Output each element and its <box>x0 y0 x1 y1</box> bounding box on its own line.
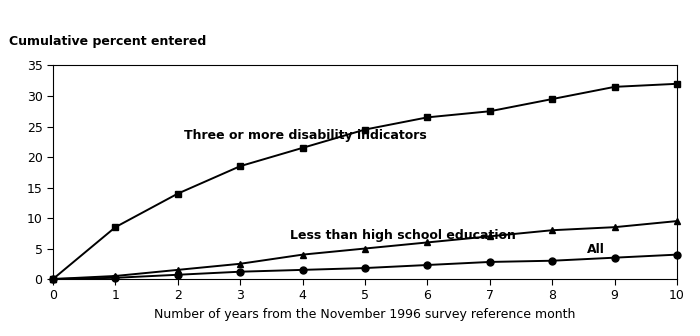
Text: All: All <box>587 243 604 256</box>
Text: Cumulative percent entered: Cumulative percent entered <box>9 35 206 48</box>
X-axis label: Number of years from the November 1996 survey reference month: Number of years from the November 1996 s… <box>154 308 575 321</box>
Text: Less than high school education: Less than high school education <box>290 228 516 242</box>
Text: Three or more disability indicators: Three or more disability indicators <box>184 129 427 142</box>
